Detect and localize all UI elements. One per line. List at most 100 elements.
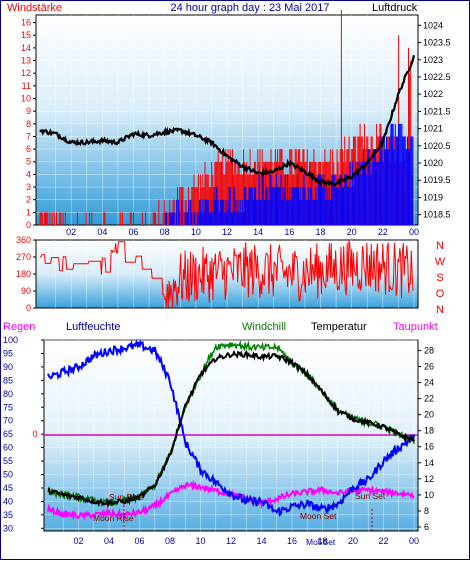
- temperature-tick-label: 18: [424, 426, 434, 436]
- time-tick-label: 16: [284, 227, 294, 237]
- direction-tick-label: 270: [16, 252, 31, 262]
- time-tick-label: 10: [195, 536, 205, 546]
- wind-tick-label: 5: [26, 157, 31, 167]
- humidity-tick-label: 45: [3, 483, 13, 493]
- wind-tick-label: 16: [21, 18, 31, 28]
- humidity-tick-label: 95: [3, 348, 13, 358]
- time-tick-label: 06: [128, 227, 138, 237]
- time-tick-label: 18: [317, 536, 327, 546]
- direction-tick-label: 180: [16, 269, 31, 279]
- temperature-tick-label: 16: [424, 442, 434, 452]
- rain-header-label: Regen: [3, 321, 35, 333]
- wind-tick-label: 15: [21, 30, 31, 40]
- humidity-line: [47, 339, 415, 517]
- time-tick-label: 20: [347, 227, 357, 237]
- time-tick-label: 00: [409, 536, 419, 546]
- humidity-tick-label: 70: [3, 416, 13, 426]
- chart-title: 24 hour graph day : 23 Mai 2017: [170, 2, 329, 14]
- wind-tick-label: 0: [26, 220, 31, 230]
- pressure-tick-label: 1022.5: [423, 72, 451, 82]
- direction-tick-label: 90: [21, 286, 31, 296]
- temperature-tick-label: 28: [424, 345, 434, 355]
- temperature-header-label: Temperatur: [311, 321, 367, 333]
- pressure-header-label: Luftdruck: [372, 2, 418, 14]
- time-tick-label: 16: [287, 536, 297, 546]
- wind-tick-label: 13: [21, 56, 31, 66]
- humidity-tick-label: 50: [3, 470, 13, 480]
- moon-set-label: Moon Set: [300, 511, 337, 521]
- windchill-header-label: Windchill: [242, 321, 286, 333]
- moon-rise-label: Moon Rise: [93, 513, 134, 523]
- wind-tick-label: 14: [21, 43, 31, 53]
- pressure-tick-label: 1020.5: [423, 141, 451, 151]
- pressure-tick-label: 1020: [423, 158, 443, 168]
- humidity-tick-label: 30: [3, 523, 13, 533]
- humidity-tick-label: 35: [3, 510, 13, 520]
- pressure-tick-label: 1018.5: [423, 210, 451, 220]
- time-tick-label: 14: [256, 536, 266, 546]
- rain-axis-zero: 0: [32, 429, 37, 439]
- humidity-tick-label: 90: [3, 362, 13, 372]
- sun-set-label: Sun Set: [355, 491, 386, 501]
- wind-tick-label: 7: [26, 131, 31, 141]
- time-tick-label: 06: [134, 536, 144, 546]
- time-tick-label: 04: [104, 536, 114, 546]
- wind-tick-label: 9: [26, 106, 31, 116]
- time-tick-label: 22: [378, 227, 388, 237]
- compass-w: W: [435, 256, 446, 268]
- dewpoint-header-label: Taupunkt: [393, 321, 438, 333]
- wind-tick-label: 12: [21, 68, 31, 78]
- pressure-tick-label: 1019.5: [423, 175, 451, 185]
- temperature-tick-label: 8: [424, 506, 429, 516]
- humidity-tick-label: 60: [3, 443, 13, 453]
- direction-tick-label: 0: [26, 303, 31, 313]
- pressure-tick-label: 1022: [423, 89, 443, 99]
- time-tick-label: 08: [165, 536, 175, 546]
- wind-pressure-grid: [36, 15, 418, 225]
- temperature-tick-label: 14: [424, 458, 434, 468]
- wind-tick-label: 4: [26, 169, 31, 179]
- wind-tick-label: 8: [26, 119, 31, 129]
- pressure-axis: 1018.5 1019 1019.5 1020 1020.5 1021 1021.5 1022…: [418, 20, 451, 220]
- moon-set-axis-label: Mo5Set: [306, 537, 336, 547]
- time-tick-label: 04: [97, 227, 107, 237]
- humidity-tick-label: 75: [3, 402, 13, 412]
- temperature-tick-label: 24: [424, 378, 434, 388]
- time-tick-label: 14: [253, 227, 263, 237]
- pressure-tick-label: 1024: [423, 20, 443, 30]
- humidity-tick-label: 100: [3, 335, 18, 345]
- wind-header-label: Windstärke: [7, 2, 62, 14]
- compass-n-bottom: N: [436, 304, 444, 316]
- wind-tick-label: 6: [26, 144, 31, 154]
- pressure-line: [39, 54, 416, 188]
- wind-direction-axis: 0 90 180 270 360: [16, 235, 36, 313]
- compass-o: O: [436, 288, 445, 300]
- time-tick-label: 22: [378, 536, 388, 546]
- astro-annotations: Sun Rise Moon Rise Sun Set Moon Set Mo5S…: [93, 491, 386, 547]
- temperature-tick-label: 12: [424, 474, 434, 484]
- pressure-tick-label: 1021: [423, 124, 443, 134]
- wind-direction-line: [40, 239, 414, 309]
- wind-tick-label: 3: [26, 182, 31, 192]
- temperature-tick-label: 10: [424, 490, 434, 500]
- humidity-tick-label: 55: [3, 456, 13, 466]
- humidity-header-label: Luftfeuchte: [66, 321, 120, 333]
- temperature-line: [47, 349, 415, 509]
- wind-tick-label: 10: [21, 93, 31, 103]
- humidity-axis: 30 35 40 45 50 55 60 65 70 75 80 85 90 95 100: [3, 335, 44, 533]
- wind-gust-bars: [164, 123, 414, 225]
- compass-s: S: [436, 272, 443, 284]
- temperature-tick-label: 26: [424, 361, 434, 371]
- wind-tick-label: 1: [26, 207, 31, 217]
- time-axis-bottom: 02 04 06 08 10 12 14 16 18 20 22 00: [73, 536, 419, 546]
- time-tick-label: 12: [222, 227, 232, 237]
- sun-rise-label: Sun Rise: [109, 492, 144, 502]
- time-tick-label: 18: [315, 227, 325, 237]
- pressure-tick-label: 1021.5: [423, 106, 451, 116]
- time-tick-label: 20: [348, 536, 358, 546]
- time-tick-label: 08: [160, 227, 170, 237]
- humidity-tick-label: 65: [3, 429, 13, 439]
- time-tick-label: 02: [73, 536, 83, 546]
